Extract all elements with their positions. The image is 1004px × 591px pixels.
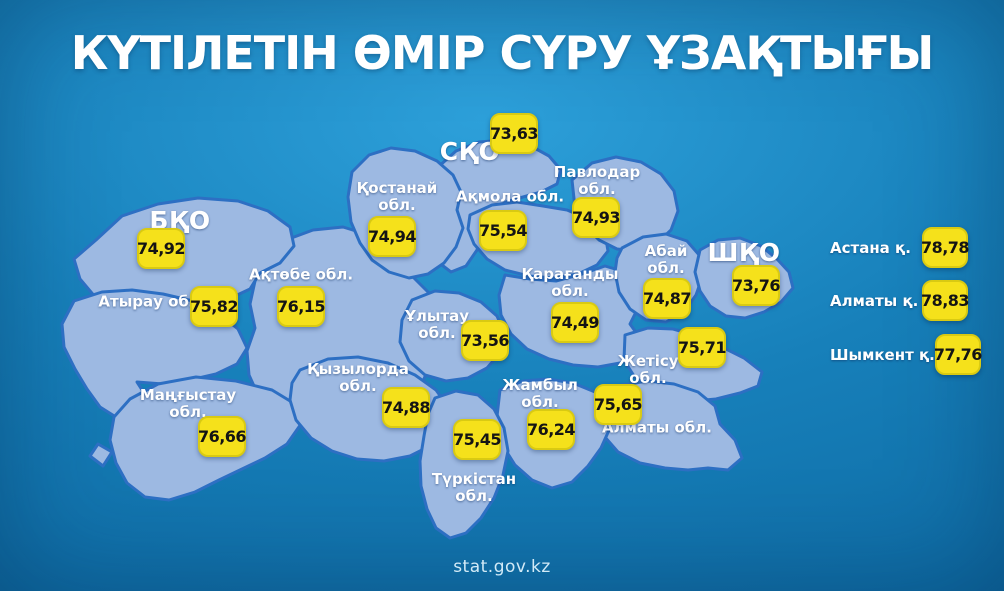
region-label-zhetisu: Жетісу обл.: [617, 353, 678, 387]
region-label-line: СҚО: [439, 137, 501, 166]
value-badge-qaragandy: 74,49: [551, 302, 600, 343]
region-label-sqo: СҚО: [440, 139, 500, 165]
city-label-almaty: Алматы қ.: [830, 291, 919, 310]
region-label-line: Ұлытау: [404, 307, 470, 325]
region-shape-turkistan: [418, 389, 510, 540]
region-label-line: Ақмола обл.: [455, 187, 565, 206]
city-label-shymkent: Шымкент қ.: [830, 345, 935, 364]
value-badge-qostanai: 74,94: [368, 216, 417, 257]
region-label-line: Жамбыл: [502, 376, 578, 394]
region-label-ulytau: Ұлытау обл.: [405, 308, 469, 342]
region-label-atyrau: Атырау обл.: [98, 292, 206, 311]
value-badge-qyzylorda: 74,88: [382, 387, 431, 428]
region-label-line: Атырау обл.: [98, 292, 206, 311]
region-label-pavlodar: Павлодар обл.: [554, 164, 640, 198]
value-badge-sqo: 73,63: [490, 113, 539, 154]
value-badge-turkistan: 75,45: [453, 419, 502, 460]
value-badge-pavlodar: 74,93: [572, 197, 621, 238]
city-row-shymkent: Шымкент қ. 77,76: [830, 334, 982, 375]
city-row-almaty: Алматы қ. 78,83: [830, 280, 970, 321]
page-title: КҮТІЛЕТІН ӨМІР СҮРУ ҰЗАҚТЫҒЫ: [70, 26, 935, 80]
source-link: stat.gov.kz: [453, 557, 551, 577]
value-badge-astana-city: 78,78: [921, 227, 970, 268]
region-label-shqo: ШҚО: [707, 240, 780, 266]
value-badge-atyrau: 75,82: [190, 286, 239, 327]
region-label-line: Қостанай: [356, 179, 438, 197]
city-label-astana: Астана қ.: [830, 238, 911, 257]
value-badge-mangystau: 76,66: [198, 416, 247, 457]
peninsula-shape: [88, 442, 114, 468]
region-label-line: обл.: [629, 369, 667, 387]
region-label-line: Маңғыстау: [139, 386, 237, 404]
region-label-line: обл.: [578, 180, 616, 198]
region-label-qyzylorda: Қызылорда обл.: [307, 361, 409, 395]
region-label-abai: Абай обл.: [645, 243, 688, 277]
value-badge-zhetisu: 75,71: [678, 327, 727, 368]
region-label-qostanai: Қостанай обл.: [357, 180, 438, 214]
region-label-line: Ақтөбе обл.: [248, 265, 354, 284]
region-label-line: обл.: [521, 393, 559, 411]
value-badge-abai: 74,87: [643, 278, 692, 319]
region-label-line: обл.: [455, 487, 493, 505]
value-badge-shqo: 73,76: [732, 265, 781, 306]
region-label-line: ШҚО: [707, 238, 781, 267]
region-label-line: Жетісу: [617, 352, 679, 370]
value-badge-bqo: 74,92: [137, 228, 186, 269]
value-badge-aqmola: 75,54: [479, 210, 528, 251]
region-label-line: обл.: [647, 259, 685, 277]
value-badge-almaty-obl: 75,65: [594, 384, 643, 425]
region-label-turkistan: Түркістан обл.: [432, 471, 516, 505]
value-badge-aqtobe: 76,15: [277, 286, 326, 327]
value-badge-almaty-city: 78,83: [921, 280, 970, 321]
region-label-line: Қарағанды: [521, 265, 619, 283]
value-badge-shymkent-city: 77,76: [934, 334, 982, 375]
region-label-aqmola: Ақмола обл.: [455, 187, 565, 206]
value-badge-ulytau: 73,56: [461, 320, 510, 361]
region-label-mangystau: Маңғыстау обл.: [140, 387, 236, 421]
region-label-aqtobe: Ақтөбе обл.: [248, 265, 354, 284]
region-label-line: обл.: [551, 282, 589, 300]
region-label-line: Қызылорда: [307, 360, 409, 378]
region-label-line: обл.: [339, 377, 377, 395]
region-label-line: Абай: [644, 242, 688, 260]
region-label-line: обл.: [378, 196, 416, 214]
city-row-astana: Астана қ. 78,78: [830, 227, 970, 268]
region-label-line: Түркістан: [431, 470, 517, 488]
region-label-line: обл.: [169, 403, 207, 421]
region-label-line: обл.: [418, 324, 456, 342]
region-label-zhambyl: Жамбыл обл.: [502, 377, 578, 411]
value-badge-zhambyl: 76,24: [527, 409, 576, 450]
region-label-qaragandy: Қарағанды обл.: [522, 266, 619, 300]
region-label-line: Павлодар: [553, 163, 641, 181]
